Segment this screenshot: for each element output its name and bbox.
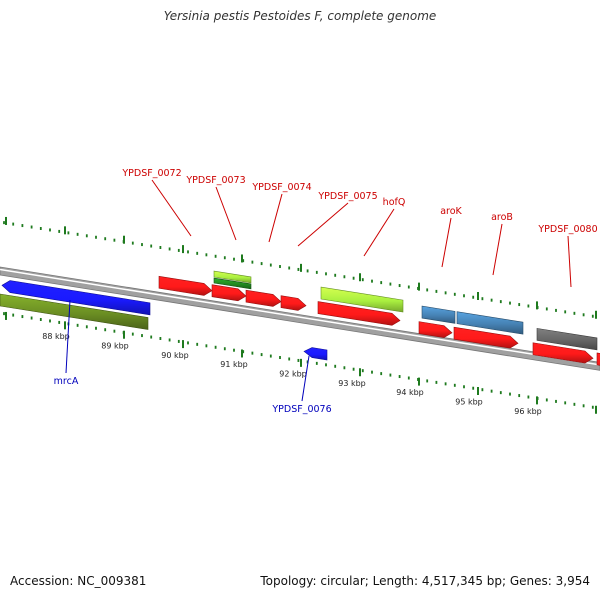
feature-label-ypdsf-0075: YPDSF_0075 xyxy=(317,191,377,202)
feature-label-ypdsf-0074: YPDSF_0074 xyxy=(251,182,311,193)
accession-label: Accession: NC_009381 xyxy=(10,574,147,588)
leader-line-ypdsf-0073 xyxy=(215,186,237,241)
feature-ypdsf-0073-cds xyxy=(211,284,247,302)
feature-ypdsf-0073-gene xyxy=(213,277,252,290)
feature-ypdsf-0076-cds xyxy=(303,347,328,361)
feature-label-hofq: hofQ xyxy=(383,197,406,208)
leader-line-mrca xyxy=(65,299,71,374)
leader-line-ypdsf-0076 xyxy=(301,355,310,402)
feature-ypdsf-0080-cds xyxy=(532,342,594,364)
feature-ypdsf-0073-gene xyxy=(213,270,252,284)
feature-arob-gene xyxy=(456,311,524,335)
scale-label-94-kbp: 94 kbp xyxy=(396,388,424,397)
feature-arob-cds xyxy=(453,326,519,349)
feature-label-ypdsf-0080: YPDSF_0080 xyxy=(537,224,597,235)
scale-label-91-kbp: 91 kbp xyxy=(220,360,248,369)
scale-label-96-kbp: 96 kbp xyxy=(514,407,542,416)
scale-label-95-kbp: 95 kbp xyxy=(455,398,483,407)
leader-line-arob xyxy=(492,223,503,276)
leader-line-arok xyxy=(441,217,452,268)
scale-label-90-kbp: 90 kbp xyxy=(161,351,189,360)
leader-line-ypdsf-0072 xyxy=(151,179,192,237)
feature-label-ypdsf-0076: YPDSF_0076 xyxy=(271,404,331,415)
feature-label-arob: aroB xyxy=(491,212,513,223)
feature-label-ypdsf-0073: YPDSF_0073 xyxy=(185,175,245,186)
leader-line-ypdsf-0075 xyxy=(297,202,349,247)
feature-hofq-gene xyxy=(320,286,404,313)
leader-line-ypdsf-0074 xyxy=(268,193,283,243)
scale-label-92-kbp: 92 kbp xyxy=(279,370,307,379)
scale-label-93-kbp: 93 kbp xyxy=(338,379,366,388)
feature-ypdsf-0074-cds xyxy=(245,289,282,307)
feature-ypdsf-0072-cds xyxy=(596,352,600,366)
leader-line-ypdsf-0080 xyxy=(567,235,572,288)
scale-label-89-kbp: 89 kbp xyxy=(101,341,129,350)
feature-label-mrca: mrcA xyxy=(54,376,79,387)
feature-ypdsf-0075-cds xyxy=(280,295,307,311)
map-title: Yersinia pestis Pestoides F, complete ge… xyxy=(163,9,437,23)
backbone-highlight xyxy=(0,268,600,366)
feature-arok-cds xyxy=(418,321,453,338)
genome-summary-label: Topology: circular; Length: 4,517,345 bp… xyxy=(260,574,590,588)
feature-mrca-gene xyxy=(0,293,149,330)
feature-label-ypdsf-0072: YPDSF_0072 xyxy=(121,168,181,179)
feature-ypdsf-0072-cds xyxy=(158,275,213,296)
feature-ypdsf-0080-gene xyxy=(536,328,598,351)
scale-label-88-kbp: 88 kbp xyxy=(42,332,70,341)
feature-arok-gene xyxy=(421,305,456,324)
feature-mrca-cds xyxy=(1,280,151,316)
feature-hofq-cds xyxy=(317,301,401,326)
leader-line-hofq xyxy=(363,208,395,257)
feature-label-arok: aroK xyxy=(440,206,462,217)
